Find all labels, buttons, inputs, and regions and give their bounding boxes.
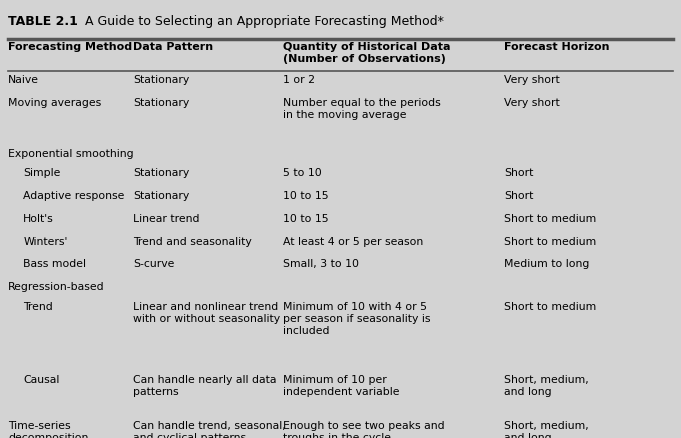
Text: TABLE 2.1: TABLE 2.1 [8, 15, 78, 28]
Text: 10 to 15: 10 to 15 [283, 214, 328, 224]
Text: Causal: Causal [23, 375, 59, 385]
Text: Trend and seasonality: Trend and seasonality [133, 237, 251, 247]
Text: Short to medium: Short to medium [504, 301, 596, 311]
Text: Short, medium,
and long: Short, medium, and long [504, 420, 588, 438]
Text: Stationary: Stationary [133, 191, 189, 201]
Text: Stationary: Stationary [133, 75, 189, 85]
Text: Short: Short [504, 191, 533, 201]
Text: Very short: Very short [504, 98, 560, 108]
Text: Naive: Naive [8, 75, 39, 85]
Text: Short to medium: Short to medium [504, 214, 596, 224]
Text: Moving averages: Moving averages [8, 98, 101, 108]
Text: 1 or 2: 1 or 2 [283, 75, 315, 85]
Text: Trend: Trend [23, 301, 53, 311]
Text: Short: Short [504, 168, 533, 178]
Text: Very short: Very short [504, 75, 560, 85]
Text: Adaptive response: Adaptive response [23, 191, 125, 201]
Text: Number equal to the periods
in the moving average: Number equal to the periods in the movin… [283, 98, 441, 120]
Text: Can handle trend, seasonal,
and cyclical patterns: Can handle trend, seasonal, and cyclical… [133, 420, 285, 438]
Text: 10 to 15: 10 to 15 [283, 191, 328, 201]
Text: 5 to 10: 5 to 10 [283, 168, 321, 178]
Text: Simple: Simple [23, 168, 61, 178]
Text: Can handle nearly all data
patterns: Can handle nearly all data patterns [133, 375, 276, 397]
Text: Holt's: Holt's [23, 214, 54, 224]
Text: Minimum of 10 with 4 or 5
per season if seasonality is
included: Minimum of 10 with 4 or 5 per season if … [283, 301, 430, 336]
Text: Quantity of Historical Data
(Number of Observations): Quantity of Historical Data (Number of O… [283, 42, 450, 64]
Text: Stationary: Stationary [133, 98, 189, 108]
Text: Winters': Winters' [23, 237, 67, 247]
Text: A Guide to Selecting an Appropriate Forecasting Method*: A Guide to Selecting an Appropriate Fore… [73, 15, 444, 28]
Text: Forecast Horizon: Forecast Horizon [504, 42, 609, 52]
Text: Bass model: Bass model [23, 259, 86, 269]
Text: Minimum of 10 per
independent variable: Minimum of 10 per independent variable [283, 375, 399, 397]
Text: Small, 3 to 10: Small, 3 to 10 [283, 259, 359, 269]
Text: Short to medium: Short to medium [504, 237, 596, 247]
Text: Forecasting Method: Forecasting Method [8, 42, 132, 52]
Text: Enough to see two peaks and
troughs in the cycle: Enough to see two peaks and troughs in t… [283, 420, 444, 438]
Text: Linear and nonlinear trend
with or without seasonality: Linear and nonlinear trend with or witho… [133, 301, 280, 324]
Text: Linear trend: Linear trend [133, 214, 200, 224]
Text: At least 4 or 5 per season: At least 4 or 5 per season [283, 237, 423, 247]
Text: Exponential smoothing: Exponential smoothing [8, 149, 133, 159]
Text: S-curve: S-curve [133, 259, 174, 269]
Text: Data Pattern: Data Pattern [133, 42, 213, 52]
Text: Stationary: Stationary [133, 168, 189, 178]
Text: Medium to long: Medium to long [504, 259, 589, 269]
Text: Short, medium,
and long: Short, medium, and long [504, 375, 588, 397]
Text: Regression-based: Regression-based [8, 282, 105, 292]
Text: Time-series
decomposition: Time-series decomposition [8, 420, 89, 438]
